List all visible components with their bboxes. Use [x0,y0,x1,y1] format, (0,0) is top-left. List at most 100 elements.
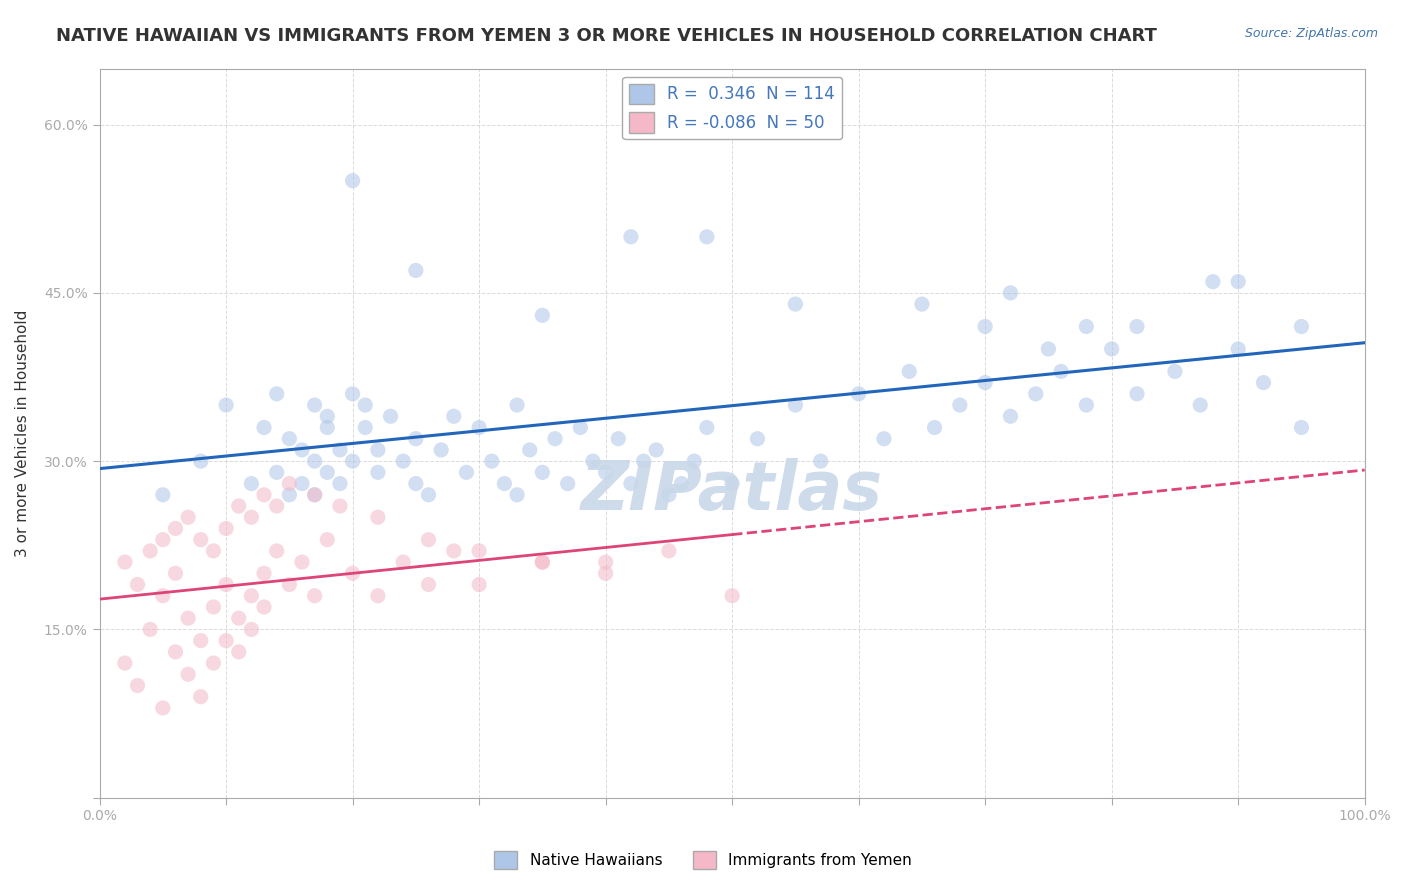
Point [291,476,314,491]
Point [177,510,200,524]
Point [531,555,554,569]
Point [329,499,352,513]
Point [494,476,516,491]
Point [228,499,250,513]
Point [506,488,529,502]
Point [1076,319,1098,334]
Point [240,510,263,524]
Text: ZIPatlas: ZIPatlas [581,458,883,524]
Point [531,555,554,569]
Point [253,566,276,581]
Point [316,420,339,434]
Point [127,678,149,692]
Point [810,454,832,468]
Point [367,510,389,524]
Point [898,364,921,378]
Point [620,476,643,491]
Point [316,466,339,480]
Text: Source: ZipAtlas.com: Source: ZipAtlas.com [1244,27,1378,40]
Point [215,521,238,535]
Point [190,633,212,648]
Point [658,544,681,558]
Point [405,263,427,277]
Point [240,589,263,603]
Point [418,533,440,547]
Point [152,533,174,547]
Point [506,398,529,412]
Point [253,420,276,434]
Point [1076,398,1098,412]
Point [114,555,136,569]
Point [785,297,807,311]
Point [974,376,997,390]
Point [1189,398,1212,412]
Point [278,476,301,491]
Text: NATIVE HAWAIIAN VS IMMIGRANTS FROM YEMEN 3 OR MORE VEHICLES IN HOUSEHOLD CORRELA: NATIVE HAWAIIAN VS IMMIGRANTS FROM YEMEN… [56,27,1157,45]
Point [1038,342,1060,356]
Point [481,454,503,468]
Point [721,589,744,603]
Point [468,420,491,434]
Point [342,387,364,401]
Point [266,544,288,558]
Point [202,656,225,670]
Point [165,566,187,581]
Point [607,432,630,446]
Point [304,398,326,412]
Point [304,454,326,468]
Point [1291,319,1313,334]
Point [595,466,617,480]
Point [342,454,364,468]
Point [456,466,478,480]
Point [747,432,769,446]
Point [266,466,288,480]
Point [240,623,263,637]
Point [114,656,136,670]
Point [633,454,655,468]
Point [240,476,263,491]
Point [569,420,592,434]
Point [342,566,364,581]
Point [848,387,870,401]
Point [1291,420,1313,434]
Point [367,442,389,457]
Point [228,645,250,659]
Point [367,589,389,603]
Point [418,577,440,591]
Point [1126,387,1149,401]
Point [165,645,187,659]
Point [278,432,301,446]
Point [721,476,744,491]
Point [380,409,402,424]
Point [443,544,465,558]
Point [177,667,200,681]
Point [974,319,997,334]
Point [139,623,162,637]
Point [1000,409,1022,424]
Point [190,690,212,704]
Point [949,398,972,412]
Point [1227,275,1250,289]
Legend: Native Hawaiians, Immigrants from Yemen: Native Hawaiians, Immigrants from Yemen [488,845,918,875]
Point [430,442,453,457]
Point [304,488,326,502]
Point [785,398,807,412]
Point [291,442,314,457]
Point [392,454,415,468]
Point [367,466,389,480]
Point [202,599,225,614]
Point [620,229,643,244]
Point [1025,387,1047,401]
Point [329,442,352,457]
Point [1000,285,1022,300]
Point [1101,342,1123,356]
Point [696,229,718,244]
Point [190,454,212,468]
Point [139,544,162,558]
Point [468,544,491,558]
Point [202,544,225,558]
Point [190,533,212,547]
Point [405,432,427,446]
Point [531,466,554,480]
Point [304,589,326,603]
